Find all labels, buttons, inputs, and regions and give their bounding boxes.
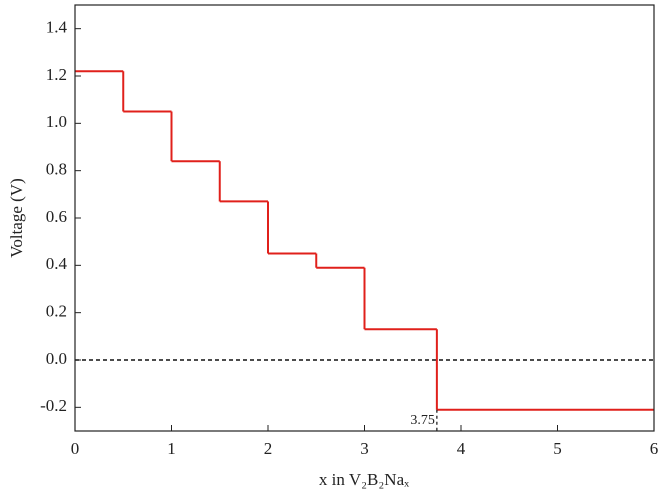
annotation-label: 3.75 (410, 413, 435, 428)
y-tick-label: 0.8 (46, 160, 67, 179)
y-tick-label: 1.2 (46, 65, 67, 84)
x-tick-label: 1 (167, 439, 176, 458)
x-tick-label: 3 (360, 439, 369, 458)
y-tick-label: 0.2 (46, 302, 67, 321)
y-tick-label: 0.0 (46, 349, 67, 368)
x-tick-label: 5 (553, 439, 562, 458)
y-tick-label: 0.6 (46, 207, 67, 226)
x-tick-label: 6 (650, 439, 659, 458)
y-tick-label: 1.0 (46, 112, 67, 131)
x-tick-label: 4 (457, 439, 466, 458)
plot-frame (74, 4, 655, 432)
x-tick-label: 2 (264, 439, 273, 458)
x-tick-label: 0 (71, 439, 80, 458)
y-tick-label: 0.4 (46, 254, 68, 273)
y-tick-label: 1.4 (46, 18, 68, 37)
y-tick-label: -0.2 (40, 396, 67, 415)
x-axis-label: x in V₂B₂Naₓ (319, 470, 409, 489)
y-axis-label: Voltage (V) (7, 178, 26, 257)
